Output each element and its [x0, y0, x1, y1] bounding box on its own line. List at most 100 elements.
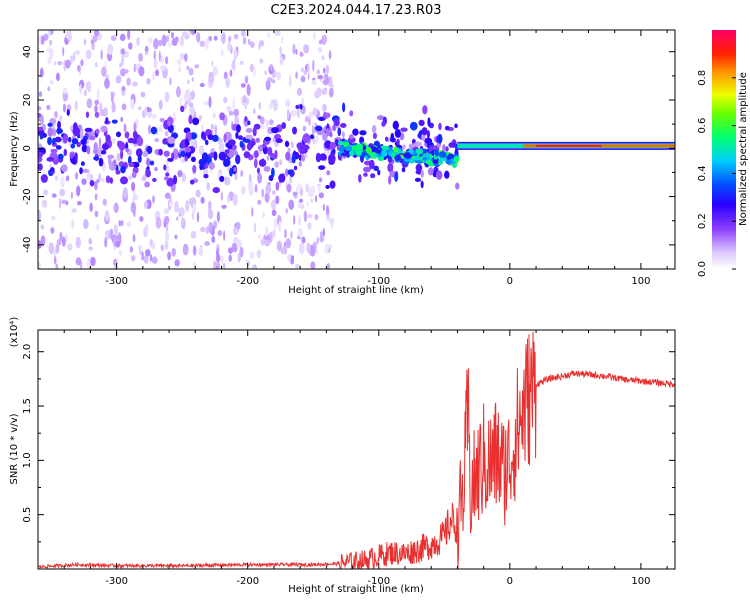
- spectrogram-noise-cell: [53, 249, 56, 257]
- spectrogram-noise-cell: [143, 201, 148, 209]
- colorbar-tick-label: 0.0: [697, 261, 708, 277]
- spectrogram-band-cell: [70, 143, 76, 149]
- spectrogram-noise-cell: [247, 182, 253, 191]
- spectrogram-noise-cell: [89, 202, 93, 212]
- spectrogram-noise-cell: [314, 135, 319, 143]
- snr-xlabel: Height of straight line (km): [288, 584, 424, 595]
- spectrogram-band-cell: [278, 173, 286, 183]
- spectrogram-band-cell: [420, 169, 424, 178]
- spectrogram-noise-cell: [231, 242, 238, 253]
- spectrogram-noise-cell: [273, 218, 277, 230]
- spectrogram-band-cell: [188, 114, 193, 125]
- spectrogram-noise-cell: [38, 209, 42, 222]
- spectrogram-band-cell: [263, 136, 272, 142]
- spectrogram-noise-cell: [192, 202, 197, 215]
- spectrogram-noise-cell: [322, 35, 325, 46]
- spectrogram-band-cell: [269, 119, 274, 126]
- spectrogram-noise-cell: [288, 75, 292, 88]
- spectrogram-noise-cell: [198, 246, 204, 257]
- spectrogram-band-cell: [455, 182, 460, 190]
- spectrogram-noise-cell: [314, 214, 319, 221]
- spectrogram-noise-cell: [132, 196, 136, 202]
- spectrogram-noise-cell: [47, 56, 52, 64]
- spectrogram-band-cell: [322, 132, 328, 142]
- spectrogram-noise-cell: [130, 201, 137, 214]
- spectrogram-noise-cell: [100, 49, 103, 60]
- spectrogram-noise-cell: [298, 215, 302, 227]
- spectrogram-band-cell: [163, 164, 167, 171]
- spectrogram-noise-cell: [164, 130, 169, 137]
- snr-xtick-label: -300: [105, 576, 128, 587]
- spectrogram-band-cell: [352, 128, 359, 136]
- spectrogram-noise-cell: [306, 200, 309, 208]
- spectrogram-band-cell: [47, 122, 53, 127]
- spectrogram-noise-cell: [127, 221, 132, 228]
- spectrogram-scint-cell: [380, 150, 388, 157]
- spectrogram-noise-cell: [171, 247, 177, 257]
- spectrogram-noise-cell: [94, 193, 98, 201]
- spectrogram-noise-cell: [174, 259, 180, 267]
- spectrogram-band-cell: [204, 139, 209, 146]
- spectrogram-noise-cell: [237, 239, 242, 248]
- spectrogram-noise-cell: [299, 51, 304, 57]
- spectrogram-noise-cell: [234, 116, 240, 126]
- spectrogram-noise-cell: [94, 62, 98, 68]
- spectrogram-noise-cell: [105, 74, 110, 79]
- spectrogram-noise-cell: [226, 105, 232, 113]
- spectrogram-noise-cell: [307, 213, 313, 219]
- spectrogram-noise-cell: [67, 243, 73, 251]
- spectrogram-noise-cell: [95, 224, 100, 231]
- spectrogram-noise-cell: [244, 75, 249, 84]
- spectrogram-noise-cell: [221, 32, 226, 44]
- spectrogram-noise-cell: [182, 243, 189, 256]
- spectrogram-band-cell: [339, 122, 347, 128]
- spectrogram-noise-cell: [248, 173, 252, 184]
- spectrogram-noise-cell: [240, 83, 246, 88]
- spectrogram-noise-cell: [321, 88, 328, 95]
- spectrogram-noise-cell: [63, 103, 66, 113]
- spectrogram-noise-cell: [276, 71, 281, 81]
- spectrogram-noise-cell: [164, 56, 169, 65]
- spectrogram-noise-cell: [60, 176, 65, 188]
- spectrogram-noise-cell: [286, 108, 290, 120]
- snr-ytick-label: 1.5: [22, 398, 33, 414]
- spectrogram-noise-cell: [42, 189, 49, 196]
- spectrogram-scint-cell: [356, 143, 364, 148]
- spectrogram-noise-cell: [83, 38, 87, 46]
- spectrogram-noise-cell: [264, 70, 267, 75]
- spectrogram-band-cell: [271, 167, 275, 178]
- spectrogram-ylabel: Frequency (Hz): [9, 111, 20, 187]
- spectrogram-noise-cell: [40, 114, 44, 125]
- spectrogram-xtick-label: -300: [105, 276, 128, 287]
- spectrogram-noise-cell: [307, 222, 312, 230]
- spectrogram-noise-cell: [158, 124, 163, 133]
- spectrogram-band-cell: [254, 150, 259, 159]
- spectrogram-band-cell: [145, 158, 151, 167]
- spectrogram-band-cell: [333, 118, 340, 127]
- spectrogram-noise-cell: [240, 30, 246, 37]
- spectrogram-band-cell: [56, 128, 63, 134]
- spectrogram-scint-cell: [432, 159, 439, 164]
- spectrogram-noise-cell: [301, 236, 306, 244]
- spectrogram-ytick-label: -20: [22, 188, 33, 204]
- spectrogram-band-cell: [299, 148, 306, 155]
- spectrogram-noise-cell: [94, 180, 98, 191]
- spectrogram-band-cell: [159, 117, 165, 123]
- spectrogram-noise-cell: [279, 46, 282, 55]
- spectrogram-noise-cell: [62, 87, 68, 94]
- spectrogram-noise-cell: [325, 204, 330, 216]
- spectrogram-noise-cell: [164, 192, 171, 200]
- spectrogram-noise-cell: [217, 229, 223, 237]
- spectrogram-band-cell: [142, 150, 149, 157]
- spectrogram-band-cell: [257, 115, 262, 120]
- spectrogram-band-cell: [115, 131, 122, 138]
- spectrogram-band-cell: [131, 171, 137, 179]
- spectrogram-noise-cell: [111, 101, 116, 113]
- spectrogram-band-cell: [219, 175, 225, 183]
- spectrogram-noise-cell: [227, 35, 232, 43]
- spectrogram-noise-cell: [153, 38, 159, 50]
- spectrogram-scint-cell: [416, 160, 423, 164]
- spectrogram-noise-cell: [327, 76, 333, 88]
